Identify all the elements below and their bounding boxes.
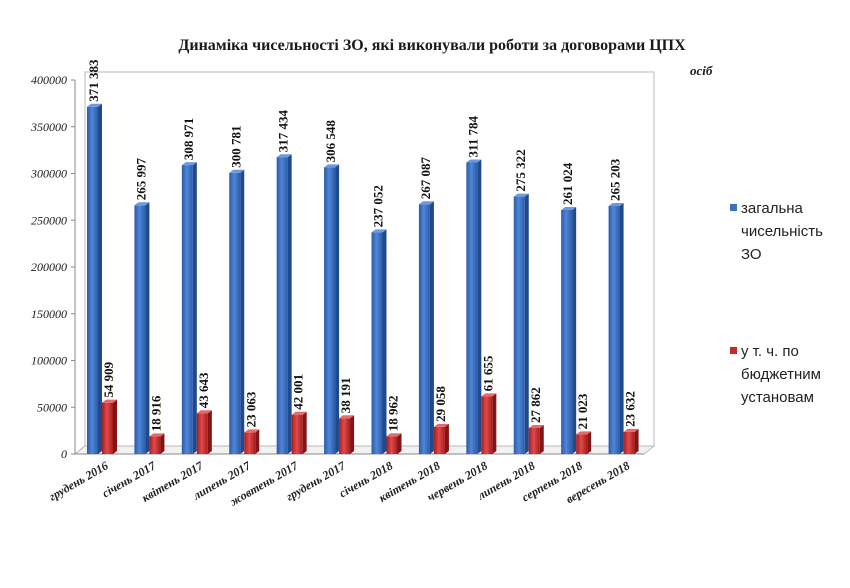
bar-total-7 (418, 201, 434, 454)
data-label-total: 311 784 (465, 115, 480, 157)
data-label-total: 237 052 (371, 185, 386, 227)
legend: загальна чисельність ЗО у т. ч. по бюджетним… (730, 200, 823, 406)
bar-budget-11 (623, 428, 639, 454)
data-label-total: 300 781 (228, 126, 243, 168)
bar-budget-10 (576, 431, 592, 454)
bar-total-3 (229, 169, 245, 454)
bar-budget-2 (196, 410, 212, 454)
bars-group (87, 103, 639, 455)
bar-total-8 (466, 159, 482, 454)
bar-budget-5 (339, 415, 355, 454)
data-label-budget: 23 632 (623, 391, 638, 427)
bar-total-10 (561, 206, 577, 454)
data-label-total: 371 383 (86, 59, 101, 102)
bar-total-4 (276, 154, 292, 454)
chart-title: Динаміка чисельності ЗО, які виконували … (178, 37, 686, 54)
data-label-budget: 38 191 (338, 378, 353, 414)
bar-budget-7 (433, 423, 449, 454)
legend-label: чисельність (741, 223, 823, 240)
bar-total-5 (324, 164, 340, 454)
y-tick-label: 400000 (31, 73, 67, 87)
legend-label: установам (741, 389, 814, 406)
bar-total-1 (134, 202, 150, 454)
bar-total-11 (608, 203, 624, 454)
data-label-budget: 29 058 (433, 386, 448, 422)
data-label-budget: 18 916 (148, 395, 163, 431)
legend-label: загальна (741, 200, 804, 217)
data-label-budget: 42 001 (291, 374, 306, 410)
bar-budget-3 (244, 429, 260, 454)
axes: 0 50000 100000 150000 200000 250000 300000 3500… (30, 71, 656, 461)
bar-budget-4 (291, 411, 307, 454)
data-label-total: 261 024 (560, 162, 575, 205)
y-tick-label: 0 (61, 447, 67, 461)
bar-total-2 (181, 162, 197, 454)
legend-entry-1: у т. ч. по бюджетним установам (730, 343, 821, 406)
data-label-total: 267 087 (418, 157, 433, 200)
legend-label: ЗО (741, 246, 762, 263)
data-labels-group: 371 383 54 909 265 997 18 916 308 971 43 643 3… (86, 59, 638, 431)
bar-budget-8 (481, 393, 497, 454)
data-label-budget: 54 909 (101, 361, 116, 397)
data-label-total: 317 434 (276, 109, 291, 152)
data-label-budget: 61 655 (480, 355, 495, 391)
y-tick-label: 200000 (31, 260, 67, 274)
data-label-total: 265 997 (133, 158, 148, 201)
y-tick-label: 50000 (37, 400, 67, 414)
legend-label: бюджетним (741, 366, 821, 383)
bar-budget-0 (102, 399, 117, 454)
bar-total-6 (371, 229, 387, 454)
y-tick-label: 350000 (30, 120, 67, 134)
y-tick-label: 300000 (30, 167, 67, 181)
data-label-total: 265 203 (608, 158, 623, 201)
bar-total-9 (513, 193, 529, 455)
legend-entry-0: загальна чисельність ЗО (730, 200, 823, 263)
data-label-budget: 27 862 (528, 387, 543, 423)
y-tick-label: 150000 (31, 307, 67, 321)
data-label-budget: 43 643 (196, 372, 211, 408)
data-label-budget: 21 023 (575, 393, 590, 429)
data-label-total: 275 322 (513, 149, 528, 191)
unit-label: осіб (690, 63, 713, 78)
bar-budget-9 (528, 424, 544, 454)
data-label-total: 306 548 (323, 120, 338, 163)
bar-budget-6 (386, 433, 402, 454)
legend-label: у т. ч. по (741, 343, 799, 360)
data-label-budget: 23 063 (243, 391, 258, 427)
bar-total-0 (87, 103, 102, 454)
legend-swatch (730, 204, 737, 211)
legend-swatch (730, 347, 737, 354)
y-tick-label: 100000 (31, 354, 67, 368)
data-label-total: 308 971 (181, 118, 196, 160)
x-tick-label: грудень 2016 (46, 458, 110, 503)
y-tick-label: 250000 (31, 213, 67, 227)
bar-budget-1 (149, 433, 165, 454)
data-label-budget: 18 962 (386, 396, 401, 432)
